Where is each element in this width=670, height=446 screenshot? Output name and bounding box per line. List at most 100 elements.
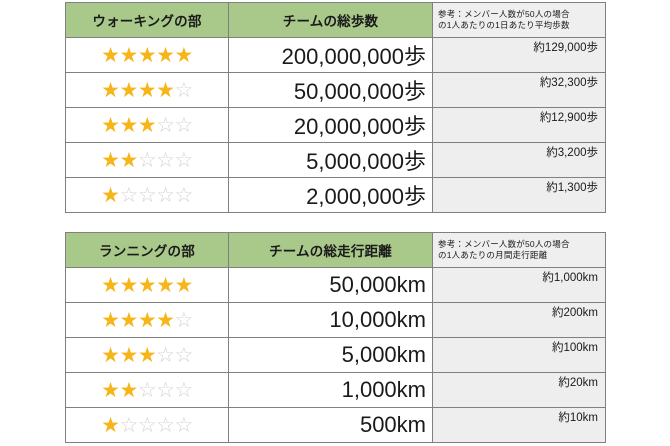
walking-reference-value: 約3,200歩 [432, 142, 606, 178]
star-empty-icon: ☆ [174, 148, 193, 172]
running-reference-value: 約200km [432, 302, 606, 338]
star-filled-icon: ★ [137, 113, 157, 137]
star-rating-4: ★★★★☆ [65, 302, 229, 338]
running-reference-value: 約20km [432, 372, 606, 408]
table-row: ★★☆☆☆ 1,000km 約20km [65, 372, 606, 408]
walking-total-steps: 200,000,000歩 [228, 37, 433, 73]
running-table-header: ランニングの部 チームの総走行距離 参考：メンバー人数が50人の場合 の1人あた… [65, 232, 606, 268]
star-empty-icon: ☆ [137, 183, 157, 207]
running-category-header: ランニングの部 [65, 232, 229, 268]
star-rating-1: ★☆☆☆☆ [65, 407, 229, 443]
star-empty-icon: ☆ [119, 183, 139, 207]
table-row: ★☆☆☆☆ 2,000,000歩 約1,300歩 [65, 177, 606, 213]
star-empty-icon: ☆ [137, 378, 157, 402]
star-filled-icon: ★ [101, 43, 120, 67]
star-filled-icon: ★ [101, 183, 120, 207]
star-empty-icon: ☆ [174, 78, 193, 102]
star-empty-icon: ☆ [174, 308, 193, 332]
star-filled-icon: ★ [119, 148, 139, 172]
table-row: ★★★★☆ 10,000km 約200km [65, 302, 606, 338]
star-filled-icon: ★ [101, 378, 120, 402]
star-rating-1: ★☆☆☆☆ [65, 177, 229, 213]
star-empty-icon: ☆ [174, 183, 193, 207]
running-reference-value: 約1,000km [432, 267, 606, 303]
walking-reference-value: 約129,000歩 [432, 37, 606, 73]
star-filled-icon: ★ [101, 343, 120, 367]
running-total-distance: 500km [228, 407, 433, 443]
walking-table-body: ★★★★★ 200,000,000歩 約129,000歩 ★★★★☆ 50,00… [65, 37, 606, 213]
star-empty-icon: ☆ [174, 113, 193, 137]
running-reference-value: 約100km [432, 337, 606, 373]
star-filled-icon: ★ [101, 413, 120, 437]
walking-total-steps: 2,000,000歩 [228, 177, 433, 213]
table-row: ★★★★★ 50,000km 約1,000km [65, 267, 606, 303]
star-filled-icon: ★ [101, 113, 120, 137]
running-reference-header-line2: の1人あたりの月間走行距離 [438, 250, 548, 260]
star-empty-icon: ☆ [156, 343, 175, 367]
star-rating-2: ★★☆☆☆ [65, 142, 229, 178]
walking-reference-value: 約12,900歩 [432, 107, 606, 143]
walking-rank-table: ウォーキングの部 チームの総歩数 参考：メンバー人数が50人の場合 の1人あたり… [65, 2, 606, 213]
header-row: ランニングの部 チームの総走行距離 参考：メンバー人数が50人の場合 の1人あた… [65, 232, 606, 268]
star-empty-icon: ☆ [156, 378, 175, 402]
table-row: ★★★☆☆ 5,000km 約100km [65, 337, 606, 373]
walking-category-header: ウォーキングの部 [65, 2, 229, 38]
star-filled-icon: ★ [174, 273, 193, 297]
star-empty-icon: ☆ [119, 413, 139, 437]
star-filled-icon: ★ [156, 78, 175, 102]
star-filled-icon: ★ [156, 43, 175, 67]
running-total-distance: 1,000km [228, 372, 433, 408]
walking-value-header: チームの総歩数 [228, 2, 433, 38]
walking-reference-value: 約32,300歩 [432, 72, 606, 108]
running-total-distance: 50,000km [228, 267, 433, 303]
star-empty-icon: ☆ [156, 148, 175, 172]
star-rating-3: ★★★☆☆ [65, 337, 229, 373]
star-empty-icon: ☆ [137, 148, 157, 172]
star-filled-icon: ★ [119, 273, 139, 297]
table-row: ★★★★★ 200,000,000歩 約129,000歩 [65, 37, 606, 73]
table-row: ★★★☆☆ 20,000,000歩 約12,900歩 [65, 107, 606, 143]
star-filled-icon: ★ [101, 78, 120, 102]
star-rating-4: ★★★★☆ [65, 72, 229, 108]
star-filled-icon: ★ [137, 343, 157, 367]
star-filled-icon: ★ [174, 43, 193, 67]
table-row: ★★★★☆ 50,000,000歩 約32,300歩 [65, 72, 606, 108]
walking-total-steps: 50,000,000歩 [228, 72, 433, 108]
running-reference-header: 参考：メンバー人数が50人の場合 の1人あたりの月間走行距離 [432, 232, 606, 268]
star-empty-icon: ☆ [174, 413, 193, 437]
walking-total-steps: 5,000,000歩 [228, 142, 433, 178]
star-filled-icon: ★ [119, 113, 139, 137]
star-filled-icon: ★ [137, 308, 157, 332]
walking-reference-header-line1: 参考：メンバー人数が50人の場合 [438, 8, 570, 19]
star-empty-icon: ☆ [156, 413, 175, 437]
running-total-distance: 10,000km [228, 302, 433, 338]
star-rating-2: ★★☆☆☆ [65, 372, 229, 408]
walking-total-steps: 20,000,000歩 [228, 107, 433, 143]
star-empty-icon: ☆ [156, 183, 175, 207]
star-filled-icon: ★ [137, 273, 157, 297]
star-rating-5: ★★★★★ [65, 37, 229, 73]
star-filled-icon: ★ [119, 378, 139, 402]
running-value-header: チームの総走行距離 [228, 232, 433, 268]
star-empty-icon: ☆ [156, 113, 175, 137]
star-filled-icon: ★ [119, 78, 139, 102]
running-reference-value: 約10km [432, 407, 606, 443]
star-rating-3: ★★★☆☆ [65, 107, 229, 143]
running-total-distance: 5,000km [228, 337, 433, 373]
star-filled-icon: ★ [101, 273, 120, 297]
walking-reference-value: 約1,300歩 [432, 177, 606, 213]
star-empty-icon: ☆ [174, 378, 193, 402]
star-empty-icon: ☆ [137, 413, 157, 437]
star-filled-icon: ★ [156, 308, 175, 332]
running-reference-header-line1: 参考：メンバー人数が50人の場合 [438, 238, 570, 249]
header-row: ウォーキングの部 チームの総歩数 参考：メンバー人数が50人の場合 の1人あたり… [65, 2, 606, 38]
star-filled-icon: ★ [119, 308, 139, 332]
running-rank-table: ランニングの部 チームの総走行距離 参考：メンバー人数が50人の場合 の1人あた… [65, 232, 606, 443]
star-filled-icon: ★ [101, 308, 120, 332]
star-filled-icon: ★ [119, 43, 139, 67]
walking-reference-header: 参考：メンバー人数が50人の場合 の1人あたりの1日あたり平均歩数 [432, 2, 606, 38]
star-filled-icon: ★ [101, 148, 120, 172]
walking-reference-header-line2: の1人あたりの1日あたり平均歩数 [438, 20, 570, 30]
star-rating-5: ★★★★★ [65, 267, 229, 303]
